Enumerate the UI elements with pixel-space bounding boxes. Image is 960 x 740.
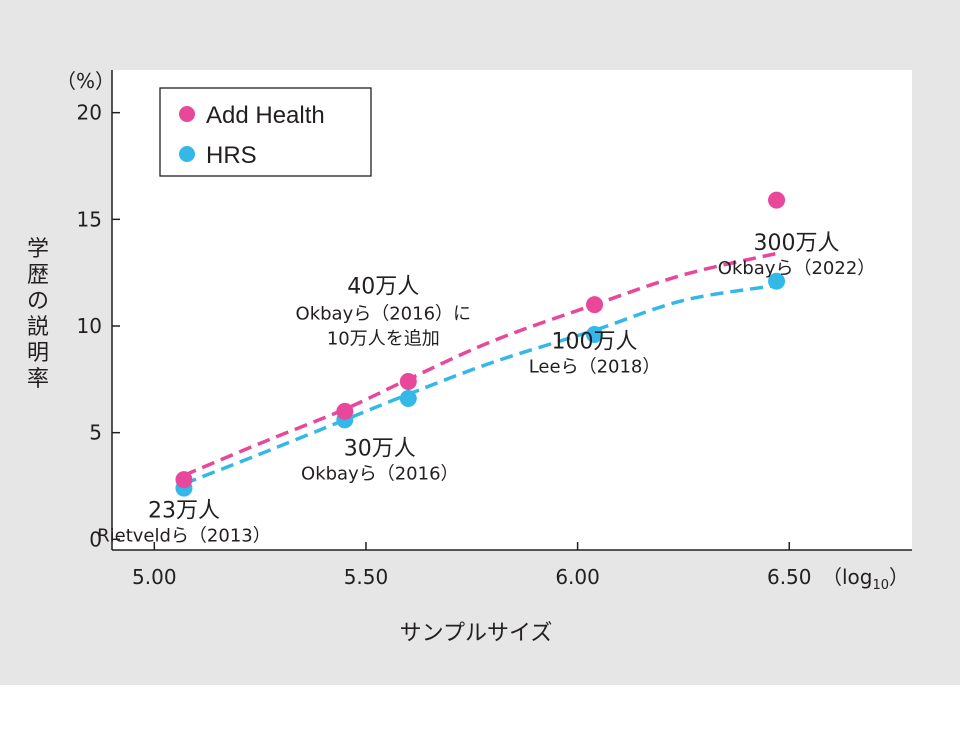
y-tick-label: 15	[77, 207, 102, 231]
data-point-add-health	[175, 471, 193, 489]
y-tick-label: 20	[77, 101, 102, 125]
trend-line-hrs	[183, 283, 777, 486]
y-tick-label: 0	[89, 527, 102, 551]
y-axis-unit: （%）	[56, 69, 115, 93]
x-tick-label: 6.50	[767, 565, 812, 589]
x-axis-ticks: 5.00 5.50 6.00 6.50	[132, 542, 812, 589]
x-axis-unit: （log10）	[822, 565, 909, 593]
x-axis-title: サンプルサイズ	[400, 621, 553, 646]
annotation-sample-size: 40万人	[347, 274, 419, 299]
x-tick-label: 6.00	[555, 565, 600, 589]
annotation-study: Rietveldら（2013）	[97, 526, 271, 547]
data-point-add-health	[768, 191, 786, 209]
annotation-sample-size: 30万人	[344, 436, 416, 461]
data-point-hrs	[768, 272, 786, 290]
annotation-study: Okbayら（2022）	[718, 258, 876, 279]
legend-label-add-health: Add Health	[206, 102, 325, 129]
annotation-sample-size: 100万人	[552, 330, 638, 355]
annotation-study: Okbayら（2016）に	[296, 303, 472, 324]
annotation-study: Leeら（2018）	[529, 357, 661, 378]
legend-marker-add-health	[179, 106, 195, 122]
data-point-add-health	[586, 296, 604, 314]
data-point-add-health	[336, 402, 354, 420]
legend: Add Health HRS	[159, 87, 372, 177]
annotation-sample-size: 300万人	[754, 231, 840, 256]
legend-box	[159, 87, 372, 177]
data-point-hrs	[399, 390, 417, 408]
y-tick-label: 5	[89, 421, 102, 445]
annotation-sample-size: 23万人	[148, 499, 220, 524]
trend-lines	[183, 251, 777, 486]
x-tick-label: 5.00	[132, 565, 177, 589]
annotation-study: Okbayら（2016）	[301, 463, 459, 484]
annotation-study-note: 10万人を追加	[327, 328, 440, 349]
y-axis-title: 学歴の説明率	[27, 237, 49, 392]
y-axis-ticks: 0 5 10 15 20	[77, 101, 120, 551]
data-points	[175, 191, 786, 497]
trend-line-add-health	[183, 251, 777, 477]
legend-label-hrs: HRS	[206, 142, 257, 169]
data-point-add-health	[399, 372, 417, 390]
x-tick-label: 5.50	[344, 565, 389, 589]
data-point-hrs	[586, 326, 604, 344]
legend-marker-hrs	[179, 146, 195, 162]
y-tick-label: 10	[77, 314, 102, 338]
